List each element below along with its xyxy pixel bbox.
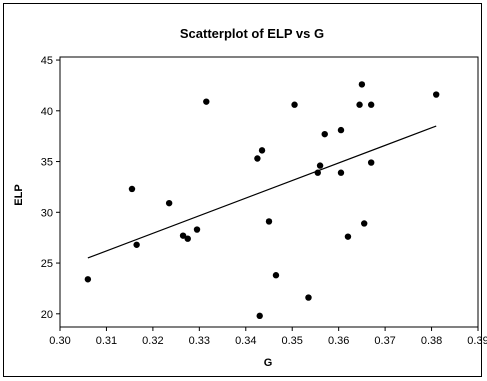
plot-area <box>59 56 479 328</box>
data-point <box>128 185 136 193</box>
x-tick-label: 0.35 <box>282 335 303 347</box>
y-tick-label: 35 <box>41 157 53 169</box>
x-tick-label: 0.39 <box>467 335 487 347</box>
x-axis-label: G <box>264 357 273 369</box>
data-point <box>272 272 280 279</box>
x-tick-label: 0.38 <box>421 335 442 347</box>
data-point <box>337 126 345 134</box>
data-point <box>344 233 352 240</box>
data-point <box>358 81 366 88</box>
data-point <box>193 226 201 233</box>
x-tick-label: 0.37 <box>374 335 395 347</box>
data-point <box>265 218 273 225</box>
y-tick-label: 20 <box>41 309 53 321</box>
x-tick-label: 0.36 <box>328 335 349 347</box>
data-point <box>321 130 328 138</box>
regression-line <box>87 125 437 259</box>
y-axis-ticks: 20 25 30 35 40 45 <box>41 55 60 321</box>
y-tick-label: 40 <box>41 106 53 118</box>
x-tick-label: 0.33 <box>189 335 210 347</box>
data-point <box>203 98 210 105</box>
data-point <box>179 232 187 239</box>
y-axis-label: ELP <box>13 184 25 205</box>
data-point <box>133 241 140 248</box>
chart-title: Scatterplot of ELP vs G <box>180 26 324 41</box>
data-point <box>84 276 92 283</box>
data-points <box>84 81 440 320</box>
data-point <box>165 199 173 207</box>
data-point <box>367 101 375 108</box>
data-point <box>184 235 191 242</box>
data-point <box>356 101 363 108</box>
data-point <box>367 159 375 166</box>
x-tick-label: 0.34 <box>235 335 256 347</box>
x-tick-label: 0.30 <box>49 335 70 347</box>
data-point <box>316 162 324 169</box>
data-point <box>291 101 298 108</box>
data-point <box>305 294 312 301</box>
data-point <box>433 91 440 98</box>
y-tick-label: 25 <box>41 258 53 270</box>
y-tick-label: 30 <box>41 207 53 219</box>
y-tick-label: 45 <box>41 55 53 67</box>
x-tick-label: 0.31 <box>96 335 117 347</box>
data-point <box>314 169 321 176</box>
data-point <box>258 147 266 154</box>
x-tick-label: 0.32 <box>142 335 163 347</box>
data-point <box>254 155 261 162</box>
data-point <box>337 169 345 176</box>
data-point <box>361 220 368 227</box>
x-axis-ticks: 0.30 0.31 0.32 0.33 0.34 0.35 0.36 0.37 0.38 0.39 <box>49 327 487 347</box>
data-point <box>256 312 263 320</box>
